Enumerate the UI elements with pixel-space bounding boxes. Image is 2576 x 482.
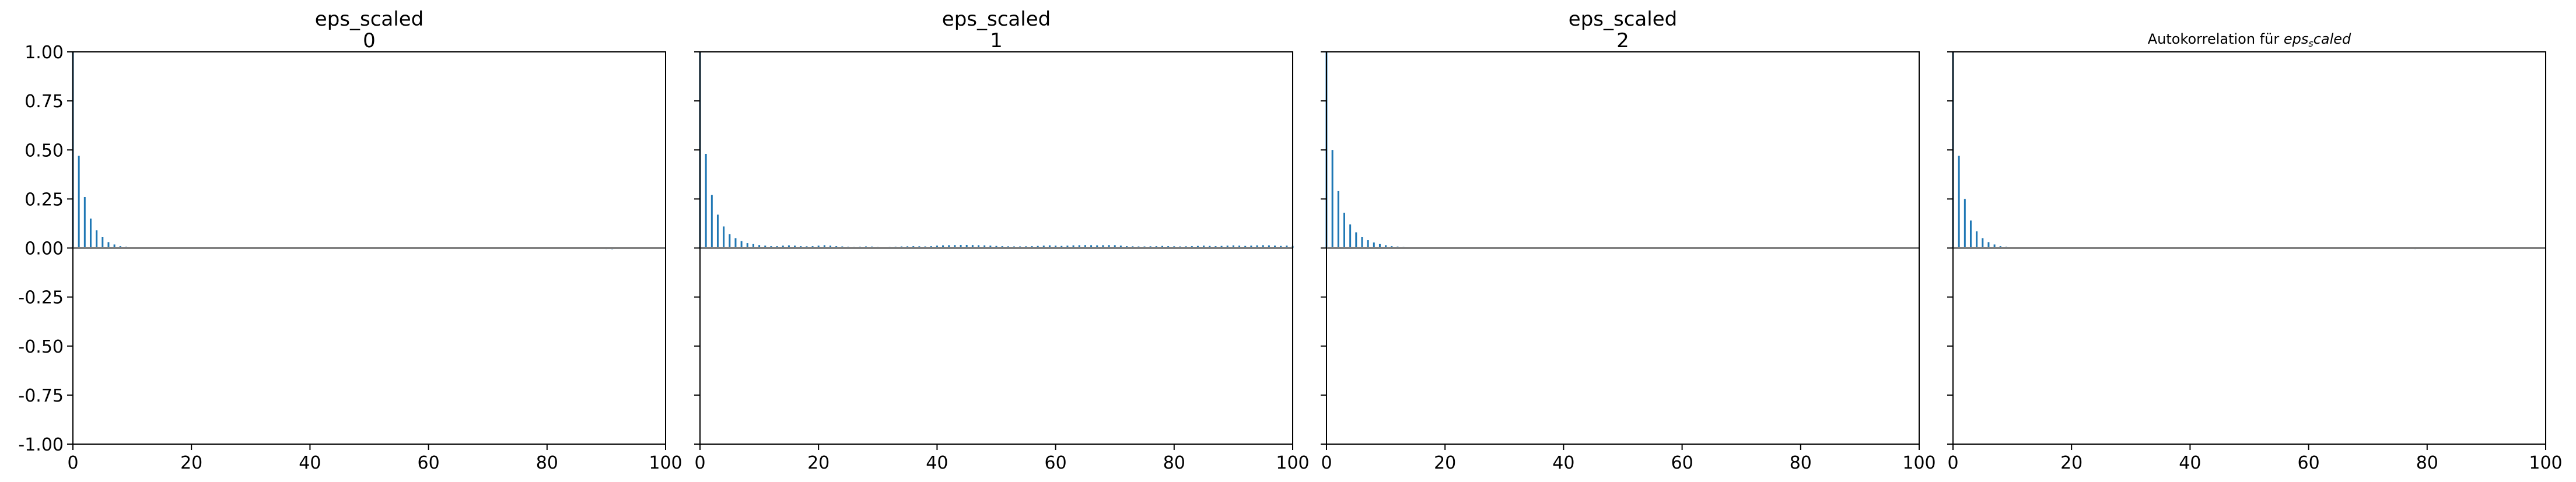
x-tick-label: 20 <box>180 453 202 473</box>
panel-title: eps_scaled <box>1569 8 1677 31</box>
x-tick-label: 0 <box>1321 453 1332 473</box>
acf-panel-3: Autokorrelation für epsscaled 0 20 40 60 80 10… <box>1947 31 2563 473</box>
x-tick-label: 100 <box>1902 453 1936 473</box>
x-tick-label: 80 <box>2416 453 2438 473</box>
x-tick-label: 20 <box>807 453 830 473</box>
x-tick-label: 40 <box>1552 453 1574 473</box>
x-tick-label: 0 <box>67 453 78 473</box>
y-tick-label: 0.75 <box>24 92 64 112</box>
acf-bars <box>1952 52 2440 249</box>
y-tick-label: 0.00 <box>24 239 64 259</box>
panel-subtitle: 1 <box>990 29 1003 52</box>
panel-title: eps_scaled <box>942 8 1051 31</box>
x-tick-label: 100 <box>2529 453 2562 473</box>
y-tick-label: -0.75 <box>18 386 64 406</box>
x-tick-label: 40 <box>926 453 948 473</box>
acf-bars <box>1325 52 1915 248</box>
x-tick-label: 100 <box>649 453 682 473</box>
x-tick-label: 80 <box>1790 453 1812 473</box>
panel-subtitle: 0 <box>363 29 376 52</box>
x-tick-label: 40 <box>2179 453 2201 473</box>
x-tick-label: 60 <box>1671 453 1693 473</box>
acf-bars <box>699 52 1294 248</box>
acf-bars <box>72 52 661 249</box>
x-tick-label: 0 <box>1947 453 1958 473</box>
x-tick-label: 20 <box>1434 453 1456 473</box>
x-tick-label: 100 <box>1276 453 1309 473</box>
y-tick-label: 1.00 <box>24 43 64 63</box>
x-tick-label: 20 <box>2060 453 2082 473</box>
x-tick-label: 0 <box>694 453 705 473</box>
panel-subtitle: 2 <box>1616 29 1629 52</box>
y-tick-label: 0.25 <box>24 189 64 210</box>
panel-title: Autokorrelation für epsscaled <box>2148 31 2351 49</box>
x-tick-label: 80 <box>536 453 558 473</box>
y-tick-label: -0.25 <box>18 288 64 308</box>
y-tick-label: 0.50 <box>24 140 64 161</box>
x-tick-label: 60 <box>418 453 440 473</box>
x-tick-label: 60 <box>1045 453 1067 473</box>
x-tick-label: 80 <box>1163 453 1185 473</box>
panel-title: eps_scaled <box>315 8 424 31</box>
y-tick-label: -0.50 <box>18 337 64 357</box>
x-tick-label: 40 <box>299 453 321 473</box>
y-tick-label: -1.00 <box>18 435 64 455</box>
x-tick-label: 60 <box>2298 453 2320 473</box>
